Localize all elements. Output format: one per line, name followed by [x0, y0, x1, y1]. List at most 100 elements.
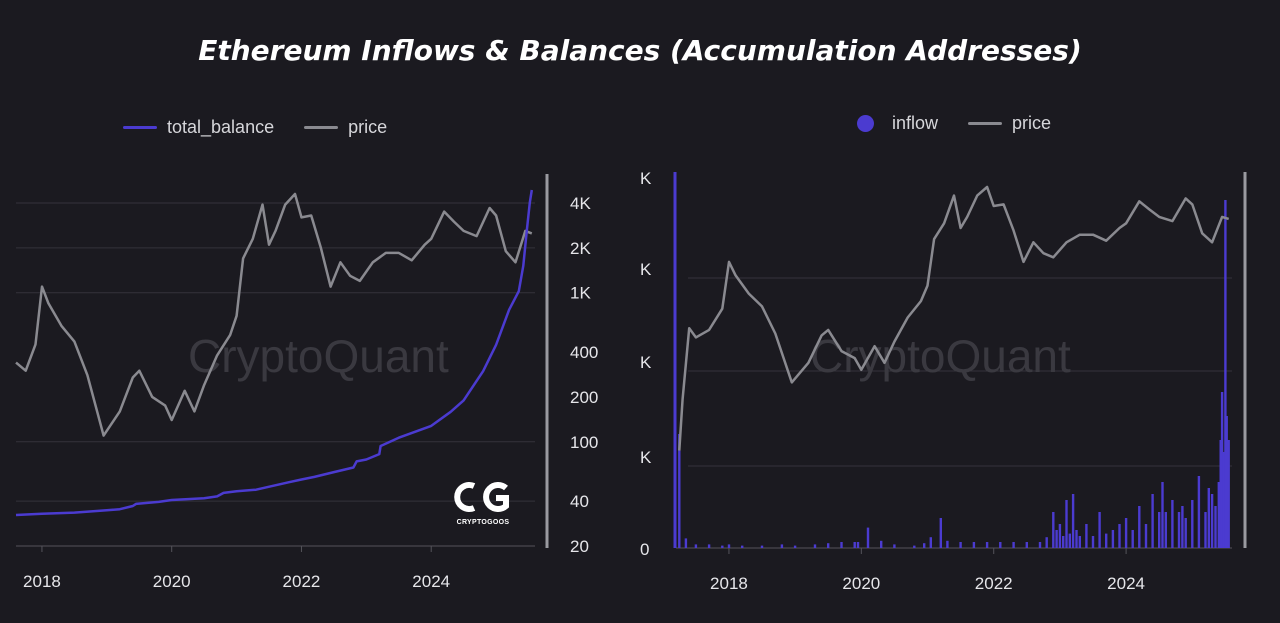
inflow-bar [1171, 500, 1174, 548]
left-y-tick-label: 100 [570, 433, 598, 452]
left-y-tick-label: 1K [570, 284, 591, 303]
inflow-bar [1085, 524, 1088, 548]
inflow-bar [1151, 494, 1154, 548]
legend-swatch-total-balance [123, 126, 157, 129]
inflow-bar [1068, 533, 1071, 548]
right-y-tick-label: K [640, 448, 652, 467]
right-watermark: CryptoQuant [810, 330, 1071, 382]
inflow-bar [1219, 440, 1222, 548]
inflow-bar [1227, 440, 1230, 548]
left-price-line [15, 192, 533, 437]
left-watermark: CryptoQuant [188, 330, 449, 382]
left-total-balance-line [15, 189, 534, 517]
legend-item-price-right[interactable]: price [968, 113, 1051, 134]
inflow-bar [1062, 536, 1065, 548]
inflow-bar [1118, 524, 1121, 548]
inflow-bar [760, 545, 764, 548]
left-y-tick-label: 400 [570, 343, 598, 362]
chart-title: Ethereum Inflows & Balances (Accumulatio… [198, 34, 1082, 67]
inflow-bar [1065, 500, 1068, 548]
inflow-bar [1222, 452, 1225, 548]
left-y-tick-label: 40 [570, 492, 589, 511]
right-y-tick-label: K [640, 169, 652, 188]
inflow-bar [853, 542, 856, 548]
legend-item-inflow[interactable]: inflow [857, 113, 938, 134]
inflow-bar [1138, 506, 1141, 548]
left-x-tick-label: 2020 [153, 572, 191, 591]
left-y-tick-label: 4K [570, 194, 591, 213]
right-gridlines [688, 277, 1232, 467]
left-x-tick-label: 2018 [23, 572, 61, 591]
left-plot [15, 189, 534, 517]
inflow-bar [923, 543, 926, 548]
inflow-bar [1214, 506, 1217, 548]
left-y-tick-label: 20 [570, 537, 589, 556]
inflow-bar [721, 545, 724, 548]
right-plot [678, 185, 1230, 548]
inflow-bar [1012, 542, 1015, 548]
legend-label-price: price [348, 117, 388, 137]
inflow-bar [1071, 494, 1075, 548]
inflow-bar [893, 544, 896, 548]
right-x-tick-label: 2022 [975, 574, 1013, 593]
inflow-bar [999, 542, 1002, 548]
inflow-bar [1181, 506, 1184, 548]
right-y-tick-label: 0 [640, 540, 649, 559]
inflow-bar [1105, 533, 1108, 548]
inflow-bar [1058, 524, 1062, 548]
inflow-bar [866, 527, 870, 548]
inflow-bar [913, 545, 916, 548]
inflow-bar [1045, 537, 1048, 548]
inflow-bar [793, 545, 797, 548]
inflow-bar [856, 542, 860, 548]
inflow-bar [929, 537, 932, 548]
inflow-bar [1131, 530, 1134, 548]
inflow-bar [1220, 392, 1224, 548]
left-legend: total_balance price [123, 117, 417, 138]
inflow-bar [972, 542, 976, 548]
inflow-bar [939, 518, 942, 548]
legend-swatch-price [304, 126, 339, 129]
left-gridlines [16, 202, 535, 502]
legend-label-price-right: price [1012, 113, 1052, 133]
legend-item-price[interactable]: price [304, 117, 387, 138]
right-y-tick-label: K [640, 353, 652, 372]
inflow-bar [1184, 518, 1187, 548]
inflow-bar [1111, 530, 1115, 548]
inflow-bar [1177, 512, 1181, 548]
left-axes: 4K 2K 1K 400 200 100 40 20 2018 2020 2022 2024 [16, 174, 598, 591]
legend-item-total-balance[interactable]: total_balance [123, 117, 274, 138]
inflow-bar [1144, 524, 1148, 548]
inflow-bar [1124, 518, 1128, 548]
inflow-bar [727, 544, 731, 548]
inflow-bar [1158, 512, 1161, 548]
inflow-bar [1204, 512, 1207, 548]
inflow-bar [1098, 512, 1101, 548]
inflow-bar [1197, 476, 1201, 548]
legend-swatch-inflow [857, 115, 874, 132]
right-x-tick-label: 2024 [1107, 574, 1145, 593]
inflow-bar [1191, 500, 1194, 548]
inflow-bar [1161, 482, 1164, 548]
left-x-tick-label: 2022 [283, 572, 321, 591]
inflow-bar [1091, 536, 1095, 548]
inflow-bar [1025, 542, 1028, 548]
inflow-bar [1225, 416, 1228, 548]
cg-logo-text: CRYPTOGOOS [456, 519, 510, 526]
inflow-bar [1055, 530, 1058, 548]
inflow-bar [946, 540, 949, 548]
right-legend: inflow price [857, 113, 1081, 134]
inflow-bar [1164, 512, 1167, 548]
right-price-line [678, 185, 1230, 451]
cg-logo-mark-icon [454, 482, 509, 512]
inflow-bar [840, 542, 843, 548]
inflow-bar [827, 543, 830, 548]
right-x-tick-label: 2020 [842, 574, 880, 593]
legend-label-inflow: inflow [892, 113, 939, 133]
inflow-bar [985, 542, 989, 548]
inflow-bar [959, 542, 962, 548]
right-axes: K K K K 0 2018 2020 2022 2024 [640, 169, 1247, 593]
right-y-tick-label: K [640, 260, 652, 279]
inflow-bar [1224, 200, 1227, 548]
